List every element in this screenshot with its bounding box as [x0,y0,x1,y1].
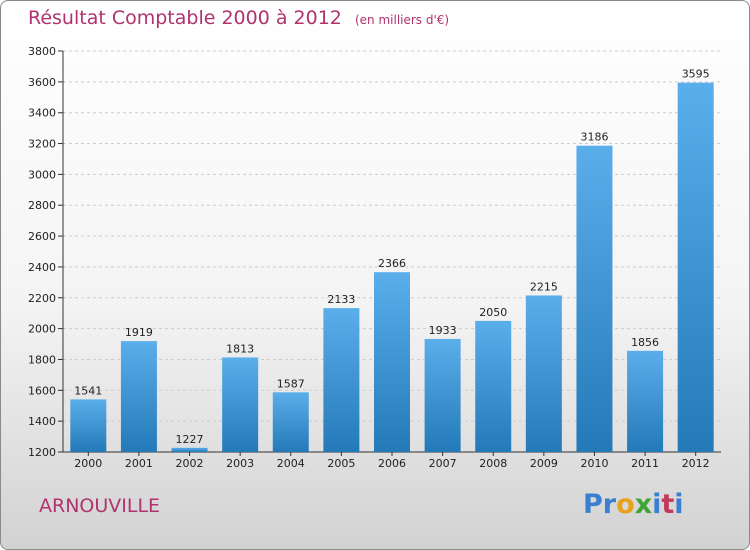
y-tick-label: 3600 [28,76,56,89]
y-tick-label: 2400 [28,261,56,274]
y-tick-label: 3400 [28,107,56,120]
logo-letter: P [583,489,603,520]
data-label-2005: 2133 [327,293,355,306]
chart-title: Résultat Comptable 2000 à 2012 [28,7,342,29]
logo-letter: t [661,489,675,520]
bar-2004[interactable] [272,392,309,452]
x-tick-label-2004: 2004 [277,457,305,470]
x-tick-label-2001: 2001 [125,457,153,470]
bar-2003[interactable] [222,357,259,452]
y-tick-label: 2600 [28,230,56,243]
data-label-2003: 1813 [226,342,254,355]
chart-subtitle: (en milliers d'€) [354,13,450,27]
x-tick-label-2010: 2010 [580,457,608,470]
x-tick-label-2011: 2011 [631,457,659,470]
title-row: Résultat Comptable 2000 à 2012 (en milli… [28,7,449,29]
logo-letter: r [602,489,617,520]
x-tick-label-2007: 2007 [429,457,457,470]
data-label-2008: 2050 [479,306,507,319]
bar-2001[interactable] [120,341,157,452]
x-tick-label-2000: 2000 [74,457,102,470]
label-layer: 1541 1919 1227 1813 1587 2133 2366 1933 2050 2215… [74,68,709,446]
bar-layer [70,82,714,452]
bar-2012[interactable] [677,82,714,452]
bar-2006[interactable] [374,272,410,452]
logo-letter: o [616,489,635,520]
data-label-2011: 1856 [631,336,659,349]
x-tick-label-2006: 2006 [378,457,406,470]
data-label-2009: 2215 [530,280,558,293]
x-tick-label-2002: 2002 [176,457,204,470]
axis-layer: 1200 1400 1600 1800 2000 2200 2400 2600 2800 3000… [28,45,721,470]
y-tick-label: 1800 [28,353,56,366]
commune-name: ARNOUVILLE [39,495,161,517]
bar-2000[interactable] [70,399,107,452]
y-tick-label: 3800 [28,45,56,58]
logo-letter: i [674,489,684,520]
bar-2008[interactable] [475,320,512,452]
y-tick-label: 2200 [28,292,56,305]
data-label-2001: 1919 [125,326,153,339]
y-tick-label: 3000 [28,168,56,181]
y-tick-label: 1600 [28,384,56,397]
bar-2007[interactable] [424,338,461,452]
y-tick-label: 1200 [28,446,56,459]
data-label-2006: 2366 [378,257,406,270]
bar-2002[interactable] [171,447,208,452]
bar-2011[interactable] [627,350,664,452]
logo-letter: i [652,489,662,520]
x-tick-label-2005: 2005 [327,457,355,470]
y-tick-label: 3200 [28,138,56,151]
data-label-2012: 3595 [682,68,710,81]
data-label-2007: 1933 [429,324,457,337]
x-tick-label-2003: 2003 [226,457,254,470]
data-label-2000: 1541 [74,384,102,397]
data-label-2004: 1587 [277,377,305,390]
data-label-2010: 3186 [580,131,608,144]
x-tick-label-2008: 2008 [479,457,507,470]
bar-2010[interactable] [576,145,613,452]
bar-2005[interactable] [323,308,360,452]
proxiti-logo[interactable]: Proxiti [583,489,684,520]
y-tick-label: 2800 [28,199,56,212]
bar-2009[interactable] [525,295,562,452]
y-tick-label: 1400 [28,415,56,428]
x-tick-label-2009: 2009 [530,457,558,470]
data-label-2002: 1227 [176,433,204,446]
y-tick-label: 2000 [28,323,56,336]
x-tick-label-2012: 2012 [682,457,710,470]
logo-letter: x [634,489,653,520]
